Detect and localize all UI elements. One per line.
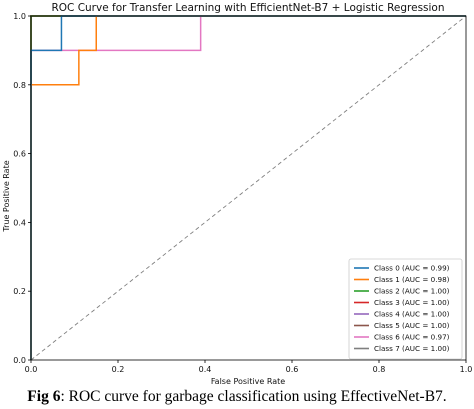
y-tick-label: 0.2 — [13, 287, 26, 296]
reference-diagonal — [30, 15, 467, 361]
chart-title: ROC Curve for Transfer Learning with Eff… — [51, 2, 444, 14]
plot-area: 0.0 0.2 0.4 0.6 0.8 1.0 0.0 0.2 0.4 0.6 0.8 1.0 Clas… — [13, 12, 472, 374]
caption-label: Fig 6 — [27, 388, 61, 405]
legend-label-class-1: Class 1 (AUC = 0.98) — [374, 275, 450, 284]
y-tick-label: 0.8 — [13, 81, 26, 90]
legend-label-class-7: Class 7 (AUC = 1.00) — [374, 344, 450, 353]
legend-label-class-3: Class 3 (AUC = 1.00) — [374, 298, 450, 307]
legend-label-class-2: Class 2 (AUC = 1.00) — [374, 287, 450, 296]
y-tick-label: 0.0 — [13, 356, 26, 365]
y-tick-label: 1.0 — [13, 12, 26, 21]
legend: Class 0 (AUC = 0.99) Class 1 (AUC = 0.98)… — [348, 258, 463, 360]
x-tick-label: 0.8 — [373, 365, 386, 374]
figure-caption: Fig 6: ROC curve for garbage classificat… — [0, 388, 474, 406]
x-tick-label: 0.0 — [25, 365, 38, 374]
x-tick-label: 0.2 — [112, 365, 125, 374]
x-tick-label: 0.6 — [286, 365, 299, 374]
legend-label-class-0: Class 0 (AUC = 0.99) — [374, 264, 450, 273]
legend-box — [348, 258, 463, 360]
y-tick-label: 0.4 — [13, 218, 26, 227]
x-axis-label: False Positive Rate — [211, 377, 285, 386]
x-tick-label: 0.4 — [199, 365, 212, 374]
legend-label-class-6: Class 6 (AUC = 0.97) — [374, 333, 450, 342]
y-axis-label: True Positive Rate — [2, 160, 11, 232]
y-tick-label: 0.6 — [13, 150, 26, 159]
x-tick-label: 1.0 — [460, 365, 473, 374]
legend-label-class-5: Class 5 (AUC = 1.00) — [374, 321, 450, 330]
legend-label-class-4: Class 4 (AUC = 1.00) — [374, 310, 450, 319]
caption-text: : ROC curve for garbage classification u… — [60, 388, 447, 405]
axes-frame — [30, 15, 467, 361]
